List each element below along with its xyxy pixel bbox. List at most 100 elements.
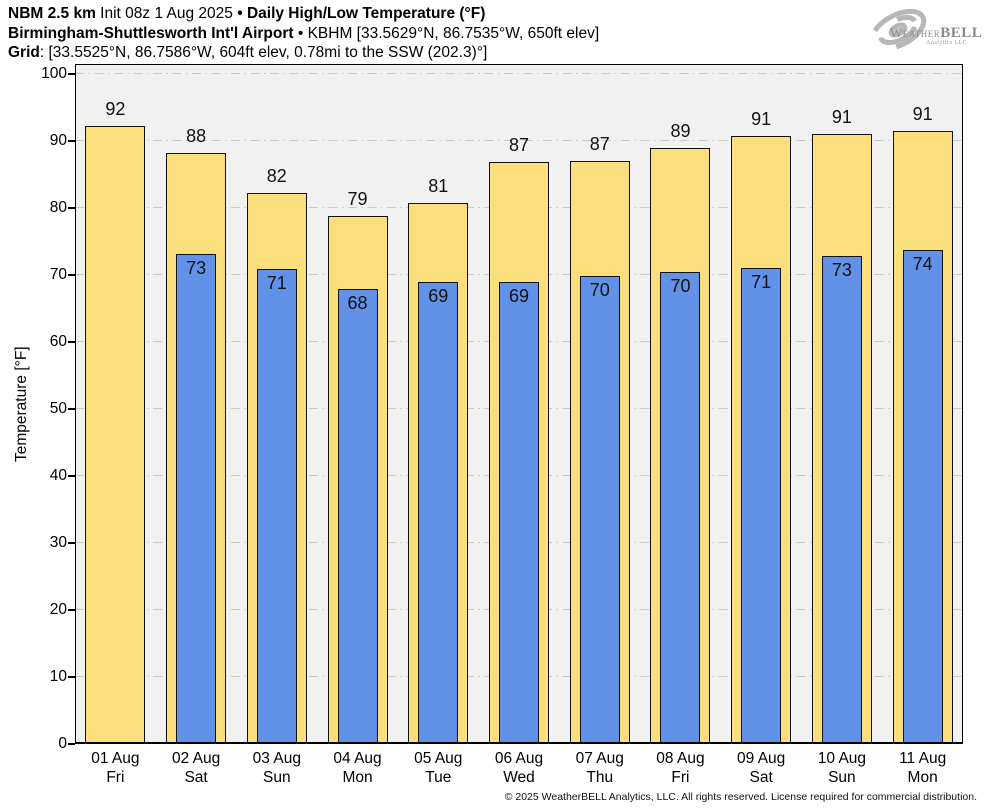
low-value-label: 69 [428, 286, 449, 307]
y-tick-label-80: 80 [49, 199, 67, 216]
high-value-label: 87 [508, 135, 530, 156]
low-value-label: 69 [508, 285, 530, 306]
low-value-label: 71 [266, 272, 287, 293]
y-tick-mark-50 [68, 408, 75, 410]
y-tick-mark-100 [68, 73, 75, 75]
high-value-label: 91 [831, 107, 852, 128]
grid-coords: : [33.5525°N, 86.7586°W, 604ft elev, 0.7… [39, 44, 488, 61]
x-label-weekday: Tue [425, 769, 452, 786]
x-label-date: 07 Aug [575, 750, 624, 767]
x-label-date: 05 Aug [414, 750, 463, 767]
x-label-weekday: Mon [342, 769, 373, 786]
y-tick-label-0: 0 [58, 735, 67, 752]
plot-area: 92 88 73 82 71 79 68 81 69 87 69 87 70 89 70 91 71 91 73 91… [75, 64, 963, 744]
x-label-date: 03 Aug [252, 750, 301, 767]
y-tick-mark-40 [68, 475, 75, 477]
low-bar-07-aug: 70 [579, 276, 620, 744]
gridline-100 [75, 72, 963, 74]
low-value-label: 71 [751, 271, 772, 292]
station-coords: • KBHM [33.5629°N, 86.7535°W, 650ft elev… [293, 24, 600, 42]
high-value-label: 87 [589, 134, 610, 155]
weatherbell-logo: WeatherBELL Analytics LLC [864, 3, 983, 57]
x-label-date: 09 Aug [737, 750, 786, 767]
y-tick-label-50: 50 [49, 400, 67, 417]
x-label-date: 10 Aug [817, 750, 867, 767]
low-value-label: 73 [186, 257, 207, 278]
y-tick-label-30: 30 [49, 534, 67, 551]
low-value-label: 73 [831, 259, 852, 280]
chart-header: NBM 2.5 km Init 08z 1 Aug 2025 • Daily H… [8, 4, 599, 63]
title-line-3: Grid: [33.5525°N, 86.7586°W, 604ft elev,… [8, 43, 599, 63]
y-tick-mark-90 [68, 140, 75, 142]
x-label-weekday: Sun [263, 769, 291, 786]
x-axis-label-01-aug: 01 Aug Fri [75, 749, 156, 787]
low-value-label: 74 [912, 253, 933, 274]
x-label-weekday: Thu [586, 769, 614, 786]
x-axis-label-11-aug: 11 Aug Mon [882, 749, 963, 787]
x-label-weekday: Fri [106, 769, 125, 786]
title-line-1: NBM 2.5 km Init 08z 1 Aug 2025 • Daily H… [8, 4, 599, 24]
low-bar-03-aug: 71 [256, 268, 297, 744]
y-tick-mark-70 [68, 274, 75, 276]
title-line-2: Birmingham-Shuttlesworth Int'l Airport •… [8, 24, 599, 44]
logo-wordmark: WeatherBELL [890, 25, 983, 41]
x-label-weekday: Sat [184, 769, 208, 786]
x-label-weekday: Sun [828, 769, 856, 786]
y-tick-mark-80 [68, 207, 75, 209]
y-tick-mark-30 [68, 542, 75, 544]
logo-subtitle: Analytics LLC [926, 40, 968, 46]
low-bar-08-aug: 70 [660, 272, 701, 744]
high-value-label: 89 [670, 120, 691, 141]
high-value-label: 88 [186, 126, 207, 147]
high-value-label: 82 [266, 165, 287, 186]
x-label-weekday: Wed [503, 769, 535, 786]
high-value-label: 79 [347, 189, 368, 210]
x-axis-label-02-aug: 02 Aug Sat [156, 749, 237, 787]
y-tick-mark-60 [68, 341, 75, 343]
y-tick-mark-20 [68, 609, 75, 611]
y-tick-label-70: 70 [49, 266, 67, 283]
grid-label: Grid [8, 44, 40, 61]
x-label-date: 01 Aug [91, 750, 140, 767]
chart-title: • Daily High/Low Temperature (°F) [237, 5, 486, 22]
low-value-label: 70 [589, 280, 610, 301]
x-label-date: 04 Aug [333, 750, 382, 767]
high-value-label: 91 [751, 109, 772, 130]
model-name: NBM 2.5 km [8, 5, 96, 22]
y-tick-label-10: 10 [49, 668, 67, 685]
x-label-date: 06 Aug [494, 750, 544, 767]
y-tick-label-20: 20 [49, 601, 67, 618]
x-label-weekday: Fri [671, 769, 690, 786]
low-value-label: 70 [670, 276, 691, 297]
y-tick-label-100: 100 [41, 65, 67, 82]
low-bar-11-aug: 74 [902, 249, 943, 744]
x-axis-label-08-aug: 08 Aug Fri [640, 749, 721, 787]
y-tick-mark-0 [68, 743, 75, 745]
high-value-label: 92 [105, 98, 126, 119]
footer-copyright: © 2025 WeatherBELL Analytics, LLC. All r… [504, 791, 977, 803]
x-axis-label-04-aug: 04 Aug Mon [317, 749, 398, 787]
x-label-date: 11 Aug [899, 750, 947, 767]
low-bar-06-aug: 69 [499, 281, 539, 744]
gridline-90 [75, 139, 963, 141]
low-bar-02-aug: 73 [176, 253, 217, 744]
init-time: Init 08z 1 Aug 2025 [95, 5, 238, 22]
x-axis-label-06-aug: 06 Aug Wed [479, 749, 560, 787]
y-tick-mark-10 [68, 676, 75, 678]
x-axis-label-05-aug: 05 Aug Tue [398, 749, 479, 787]
low-bar-10-aug: 73 [821, 255, 862, 744]
y-tick-label-60: 60 [49, 333, 67, 350]
x-label-date: 02 Aug [171, 750, 221, 767]
x-axis-label-10-aug: 10 Aug Sun [802, 749, 883, 787]
high-bar-01-aug [85, 125, 146, 744]
high-value-label: 91 [912, 103, 933, 124]
low-bar-04-aug: 68 [337, 289, 378, 744]
y-tick-label-40: 40 [49, 467, 67, 484]
x-label-date: 08 Aug [656, 750, 705, 767]
low-bar-09-aug: 71 [741, 267, 782, 744]
x-axis-label-09-aug: 09 Aug Sat [721, 749, 802, 787]
low-value-label: 68 [347, 293, 368, 314]
station-name: Birmingham-Shuttlesworth Int'l Airport [8, 24, 294, 42]
high-value-label: 81 [428, 176, 449, 197]
